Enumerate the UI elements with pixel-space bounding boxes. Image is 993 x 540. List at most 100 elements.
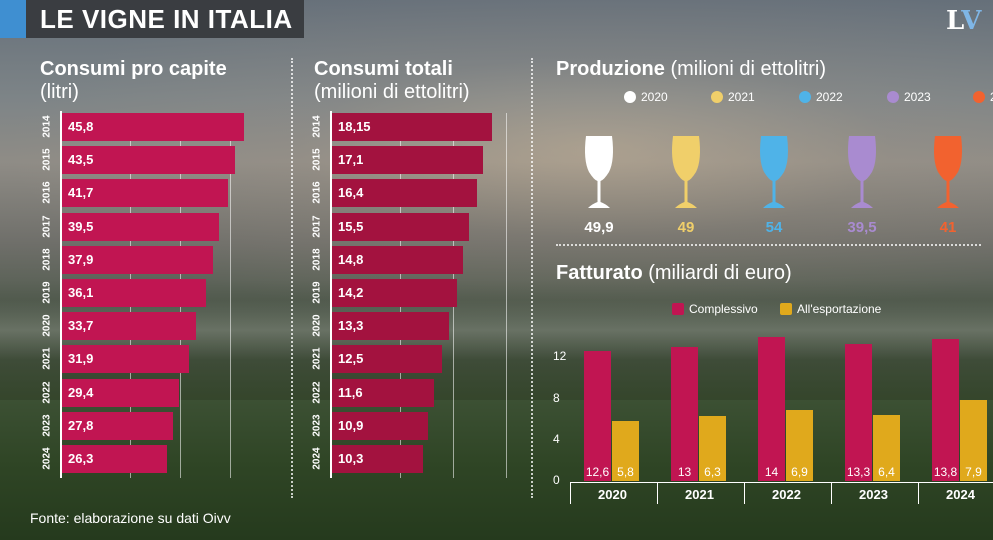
year-label: 2017 — [311, 214, 323, 238]
bar — [332, 113, 493, 141]
glass-shape — [760, 136, 788, 208]
year-label: 2021 — [41, 347, 53, 371]
wine-glass-icon — [760, 136, 788, 208]
x-axis-separator — [831, 482, 832, 504]
bar-complessivo — [932, 338, 959, 481]
bar — [332, 345, 443, 374]
production-heading: Produzione (milioni di ettolitri) — [556, 58, 826, 81]
data-label: 14 — [764, 465, 779, 479]
logo-letter-v: V — [961, 6, 982, 36]
data-label: 41 — [939, 219, 957, 236]
axis-baseline — [60, 111, 62, 479]
data-label: 6,3 — [704, 465, 721, 479]
bar — [62, 345, 189, 374]
per-capita-subtitle: (litri) — [40, 81, 79, 103]
wine-glass-icon — [672, 136, 700, 208]
year-label: 2024 — [311, 447, 323, 470]
data-label: 13,3 — [846, 465, 871, 479]
year-label: 2022 — [311, 380, 323, 404]
data-label: 18,15 — [338, 119, 371, 134]
x-tick-label: 2022 — [772, 487, 801, 502]
legend-label: 2024 — [990, 90, 993, 104]
wine-glass-icon — [848, 136, 876, 208]
glass-shape — [934, 136, 962, 208]
year-label: 2016 — [41, 181, 53, 205]
glass-shape — [672, 136, 700, 208]
x-axis — [570, 482, 993, 483]
year-label: 2018 — [311, 248, 323, 271]
bar-complessivo — [845, 344, 872, 481]
header-accent — [0, 0, 26, 38]
glass-shape — [848, 136, 876, 208]
data-label: 31,9 — [68, 351, 94, 367]
data-label: 12,6 — [585, 465, 610, 479]
data-label: 49 — [677, 219, 695, 236]
data-label: 12,5 — [338, 351, 364, 367]
data-label: 45,8 — [68, 119, 94, 134]
bar-esportazione — [873, 415, 900, 481]
legend-marker — [672, 303, 684, 315]
x-tick-label: 2023 — [859, 487, 888, 502]
year-label: 2020 — [311, 314, 323, 337]
data-label: 14,8 — [338, 251, 364, 267]
data-label: 15,5 — [338, 218, 364, 234]
data-label: 39,5 — [847, 219, 877, 236]
x-tick-label: 2020 — [598, 487, 627, 502]
year-label: 2017 — [41, 214, 53, 238]
year-label: 2019 — [41, 281, 53, 304]
year-label: 2021 — [311, 347, 323, 371]
bar — [332, 378, 435, 407]
legend-label: 2020 — [641, 90, 668, 104]
year-label: 2024 — [41, 447, 53, 470]
bar — [62, 378, 180, 407]
bar — [62, 245, 213, 274]
legend-marker — [711, 91, 723, 103]
bar — [332, 146, 483, 175]
data-label: 10,3 — [338, 451, 364, 466]
year-label: 2015 — [311, 148, 323, 171]
legend-marker — [624, 91, 636, 103]
logo-letter-l: L — [946, 6, 962, 36]
bar-complessivo — [584, 351, 611, 481]
production-title: Produzione — [556, 58, 665, 80]
x-axis-separator — [570, 482, 571, 504]
data-label: 54 — [765, 219, 783, 236]
x-axis-separator — [657, 482, 658, 504]
revenue-subtitle: (miliardi di euro) — [648, 262, 792, 284]
bar — [332, 212, 469, 241]
data-label: 10,9 — [338, 417, 364, 433]
bar — [62, 445, 167, 473]
bar — [332, 312, 450, 341]
x-axis-separator — [744, 482, 745, 504]
year-label: 2023 — [311, 414, 323, 437]
bar-esportazione — [612, 421, 639, 481]
data-label: 5,8 — [617, 465, 634, 479]
data-label: 41,7 — [68, 185, 94, 201]
bar — [332, 445, 423, 473]
bar-complessivo — [758, 336, 785, 481]
bar-esportazione — [786, 409, 813, 481]
legend-label: All'esportazione — [797, 302, 882, 316]
per-capita-title: Consumi pro capite — [40, 58, 227, 80]
y-tick-label: 0 — [553, 473, 560, 487]
per-capita-heading: Consumi pro capite (litri) — [40, 58, 227, 104]
revenue-title: Fatturato — [556, 262, 643, 284]
data-label: 6,4 — [878, 465, 895, 479]
legend-label: 2021 — [728, 90, 755, 104]
y-tick-label: 8 — [553, 390, 560, 405]
bar-esportazione — [960, 399, 987, 481]
year-label: 2020 — [41, 314, 53, 337]
data-label: 36,1 — [68, 285, 94, 300]
axis-baseline — [330, 111, 332, 479]
bar — [332, 279, 458, 307]
data-label: 29,4 — [68, 384, 94, 400]
data-label: 14,2 — [338, 285, 364, 300]
bar — [62, 179, 228, 208]
gridline — [230, 113, 231, 479]
bar — [332, 245, 463, 274]
data-label: 27,8 — [68, 417, 94, 433]
year-label: 2023 — [41, 414, 53, 437]
bar-complessivo — [671, 347, 698, 481]
bar — [62, 312, 197, 341]
data-label: 6,9 — [791, 465, 808, 479]
